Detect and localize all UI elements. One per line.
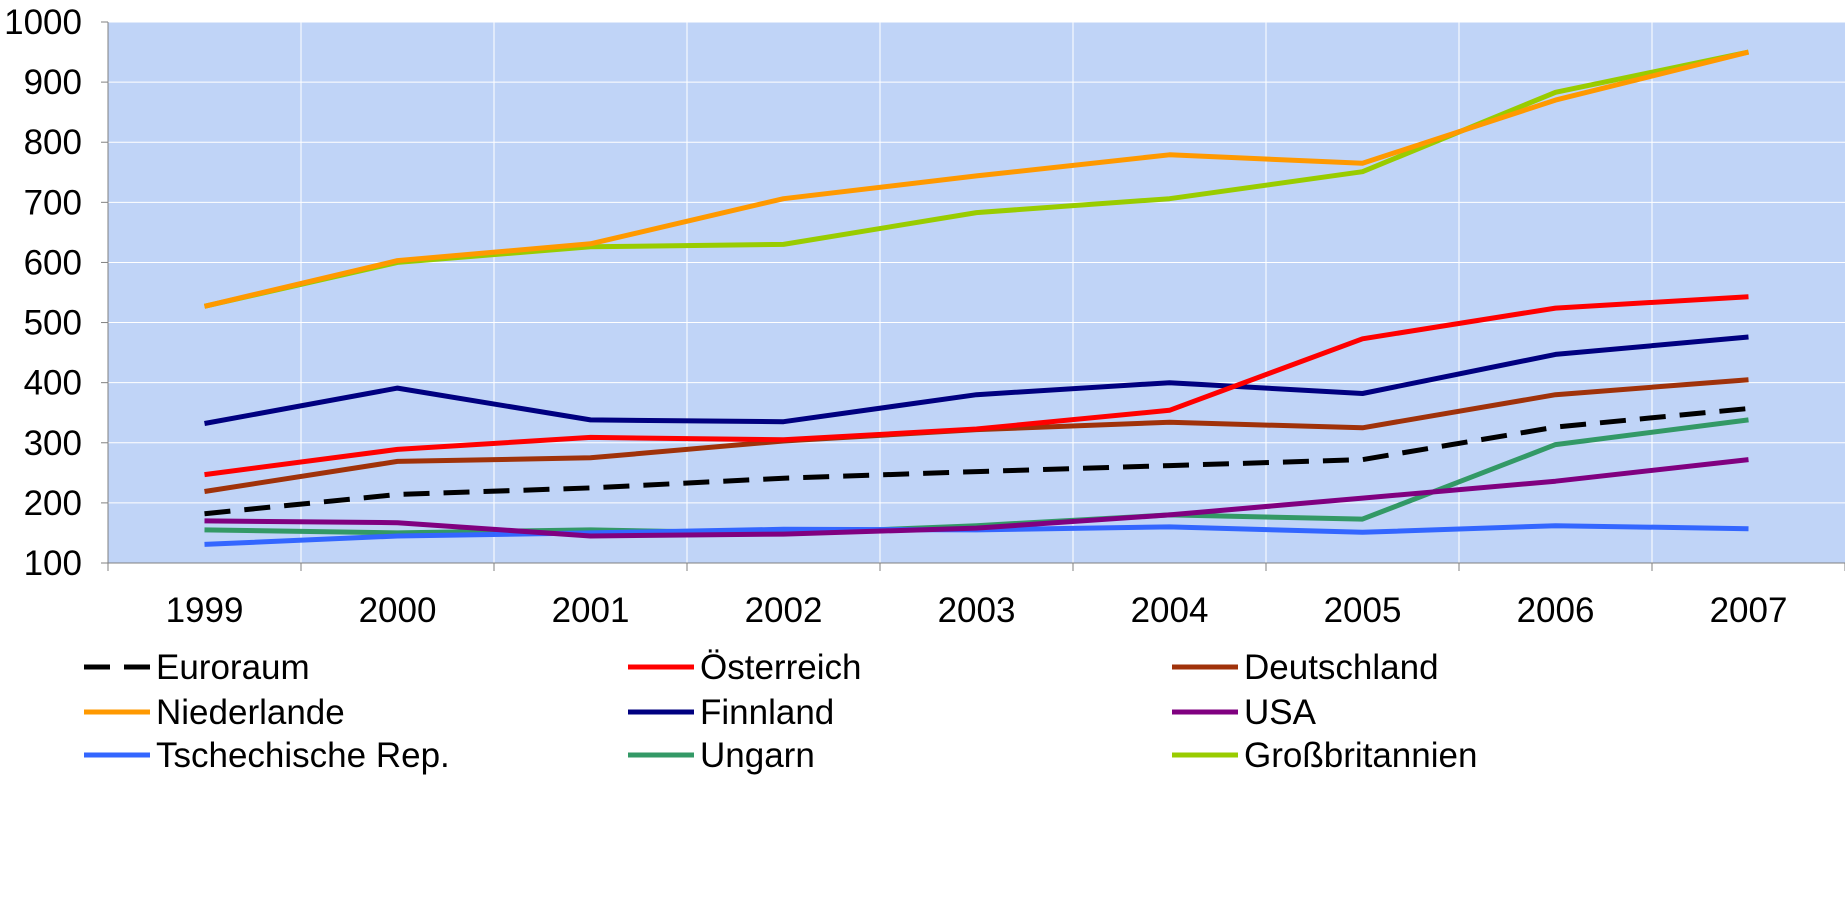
x-tick-label: 2002 (745, 591, 823, 630)
legend-label-0: Euroraum (156, 648, 310, 687)
axes: 100 200 300 400 500 600 700 800 900 1000 1999 2000 2… (4, 3, 1845, 630)
y-tick-label: 200 (24, 484, 82, 523)
legend-label-2: Deutschland (1244, 648, 1439, 687)
y-tick-label: 800 (24, 123, 82, 162)
legend: Euroraum Österreich Deutschland Niederlande… (84, 648, 1477, 775)
legend-label-6: Tschechische Rep. (156, 736, 450, 775)
x-tick-label: 1999 (166, 591, 244, 630)
series-line-5 (204, 457, 1749, 539)
legend-label-5: USA (1244, 693, 1317, 732)
series-line-1 (204, 294, 1749, 478)
y-tick-label: 300 (24, 424, 82, 463)
legend-label-8: Großbritannien (1244, 736, 1477, 775)
x-tick-label: 2003 (938, 591, 1016, 630)
series-line-0 (204, 406, 1749, 517)
x-tick-label: 2004 (1131, 591, 1209, 630)
x-tick-label: 2000 (359, 591, 437, 630)
x-tick-label: 2007 (1710, 591, 1788, 630)
y-tick-label: 100 (24, 544, 82, 583)
series-lines (203, 49, 1750, 547)
legend-label-4: Finnland (700, 693, 834, 732)
y-tick-label: 700 (24, 183, 82, 222)
legend-label-3: Niederlande (156, 693, 345, 732)
y-tick-label: 600 (24, 243, 82, 282)
gridlines (108, 21, 1845, 563)
y-tick-label: 1000 (4, 3, 82, 42)
x-tick-label: 2005 (1324, 591, 1402, 630)
series-line-3 (203, 49, 1750, 309)
x-tick-label: 2001 (552, 591, 630, 630)
series-line-4 (204, 334, 1749, 426)
plot-area (108, 22, 1845, 563)
legend-label-7: Ungarn (700, 736, 815, 775)
y-tick-label: 900 (24, 63, 82, 102)
y-tick-label: 500 (24, 304, 82, 343)
x-tick-label: 2006 (1517, 591, 1595, 630)
legend-label-1: Österreich (700, 648, 861, 687)
y-tick-label: 400 (24, 364, 82, 403)
